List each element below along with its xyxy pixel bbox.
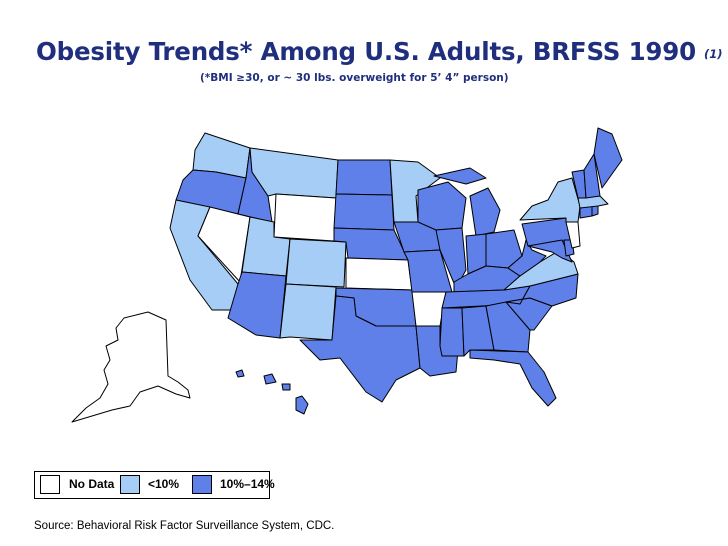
- legend-label: <10%: [148, 477, 180, 491]
- state-ND: [335, 159, 393, 196]
- state-MD: [527, 239, 573, 263]
- state-WV: [507, 239, 547, 277]
- state-MS: [439, 307, 465, 357]
- legend-swatch-10-14: [192, 475, 212, 494]
- state-WI: [417, 181, 467, 231]
- state-ME: [593, 127, 623, 189]
- map-title: Obesity Trends* Among U.S. Adults, BRFSS…: [36, 37, 722, 66]
- state-KS: [345, 257, 413, 291]
- legend-label: No Data: [69, 477, 115, 491]
- state-FL: [469, 349, 557, 407]
- state-MI: [433, 167, 501, 237]
- title-note: (1): [703, 47, 723, 61]
- legend-swatch-no-data: [40, 475, 60, 494]
- state-CO: [285, 238, 347, 288]
- state-RI: [591, 205, 599, 217]
- map-subtitle: (*BMI ≥30, or ~ 30 lbs. overweight for 5…: [200, 72, 509, 84]
- state-AZ: [227, 271, 287, 339]
- state-LA: [415, 325, 459, 377]
- map-legend: No Data <10% 10%–14%: [34, 471, 275, 499]
- state-NH: [583, 153, 601, 199]
- state-HI: [235, 369, 309, 415]
- legend-item-under-10: <10%: [113, 472, 185, 498]
- state-WY: [273, 193, 337, 242]
- state-AK: [71, 311, 191, 423]
- source-note: Source: Behavioral Risk Factor Surveilla…: [34, 520, 335, 532]
- state-SD: [333, 193, 395, 231]
- state-TX: [299, 295, 421, 403]
- state-NM: [279, 283, 337, 341]
- state-GA: [485, 301, 531, 353]
- legend-swatch-under-10: [120, 475, 140, 494]
- title-text: Obesity Trends* Among U.S. Adults, BRFSS…: [36, 37, 696, 66]
- legend-item-no-data: No Data: [35, 472, 115, 498]
- legend-label: 10%–14%: [220, 477, 275, 491]
- legend-item-10-14: 10%–14%: [185, 472, 275, 498]
- state-NY: [519, 177, 581, 223]
